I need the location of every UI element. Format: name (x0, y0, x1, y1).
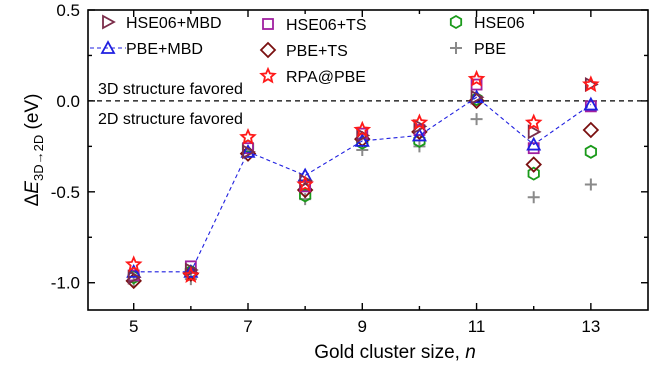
x-tick-label: 9 (358, 317, 367, 336)
data-point-pbe (527, 191, 540, 204)
data-point-pbe-mbd (583, 96, 599, 111)
data-point-pbe (470, 113, 483, 126)
y-axis-title-delta: Δ (22, 193, 43, 206)
data-point-pbe-mbd (126, 263, 142, 278)
data-point-hse06 (584, 144, 597, 159)
data-point-rpa-pbe (182, 266, 200, 283)
data-point-rpa-pbe (239, 127, 257, 145)
legend-entry-pbe: PBE (450, 41, 506, 58)
data-point-hse06-mbd (413, 118, 428, 134)
legend-marker-rpa-pbe (259, 66, 277, 84)
x-tick-label: 7 (243, 317, 252, 336)
data-point-rpa-pbe (467, 69, 486, 87)
x-axis-title-variable: n (465, 342, 476, 363)
y-axis-title-symbol: E (22, 181, 43, 194)
data-point-hse06-mbd (242, 144, 256, 160)
series-rpa-pbe (124, 69, 600, 283)
x-tick-label: 5 (129, 317, 138, 336)
x-axis-title-text: Gold cluster size, (314, 342, 465, 363)
legend-label-pbe-ts: PBE+TS (286, 43, 348, 60)
data-point-pbe-mbd (297, 167, 313, 182)
data-point-pbe-mbd (240, 143, 256, 158)
legend-marker-hse06 (449, 14, 463, 30)
data-point-pbe-mbd (526, 136, 542, 151)
legend-label-hse06-ts: HSE06+TS (286, 17, 366, 34)
legend-entry-hse06-mbd: HSE06+MBD (102, 14, 222, 32)
data-point-rpa-pbe (582, 75, 600, 93)
data-point-pbe-mbd (411, 127, 427, 142)
data-point-rpa-pbe (124, 255, 143, 273)
data-point-hse06-mbd (184, 262, 199, 278)
y-tick-label: 0.5 (56, 1, 80, 20)
x-tick-label: 11 (468, 317, 486, 336)
data-point-hse06 (527, 166, 540, 181)
data-point-pbe-ts (525, 156, 542, 173)
legend-marker-pbe-mbd (100, 40, 116, 54)
data-point-pbe-mbd (469, 89, 485, 104)
y-axis-title-unit: (eV) (22, 94, 43, 135)
data-point-rpa-pbe (296, 175, 314, 193)
y-tick-label: -1.0 (51, 274, 80, 293)
legend-marker-pbe (450, 42, 462, 54)
series-hse06-mbd (127, 77, 599, 285)
legend-label-pbe: PBE (474, 41, 506, 58)
legend-marker-pbe-ts (259, 41, 277, 59)
data-point-hse06-mbd (527, 124, 542, 140)
series-line-pbe-mbd (133, 96, 592, 273)
legend-marker-hse06-ts (262, 18, 274, 30)
data-point-pbe-ts (582, 121, 600, 139)
legend-label-hse06-mbd: HSE06+MBD (126, 15, 222, 32)
data-point-hse06-mbd (127, 269, 142, 285)
legend-label-hse06: HSE06 (474, 15, 525, 32)
x-axis-title: Gold cluster size, n (314, 342, 476, 363)
legend-marker-hse06-mbd (102, 14, 116, 30)
legend-entry-rpa-pbe: RPA@PBE (259, 66, 366, 86)
legend-entry-hse06-ts: HSE06+TS (262, 17, 366, 34)
data-point-hse06-mbd (470, 89, 485, 105)
y-tick-label: -0.5 (51, 183, 80, 202)
legend-entry-pbe-ts: PBE+TS (259, 41, 348, 60)
legend-entry-pbe-mbd: PBE+MBD (90, 40, 203, 58)
series-hse06-ts (127, 78, 597, 282)
plot-layer (88, 69, 648, 290)
y-axis-title-subscript: 3D→2D (31, 135, 46, 181)
data-point-rpa-pbe (410, 113, 429, 131)
legend-label-rpa-pbe: RPA@PBE (286, 69, 366, 86)
annotation-3d-favored: 3D structure favored (98, 81, 243, 98)
data-point-rpa-pbe (524, 113, 543, 131)
legend: HSE06+MBD PBE+MBD HSE06+TS PBE+TS RPA@PBE HSE… (90, 14, 525, 86)
legend-entry-hse06: HSE06 (449, 14, 525, 32)
x-tick-label: 13 (581, 317, 600, 336)
legend-label-pbe-mbd: PBE+MBD (126, 41, 203, 58)
axes: 5 7 9 11 13 0.5 0.0 -0.5 -1.0 (51, 1, 648, 336)
data-point-rpa-pbe (353, 120, 372, 138)
plot-frame (87, 9, 649, 311)
annotation-2d-favored: 2D structure favored (98, 111, 243, 128)
y-tick-label: 0.0 (56, 92, 80, 111)
data-point-pbe (584, 178, 597, 191)
y-axis-title: ΔE3D→2D (eV) (22, 94, 46, 207)
